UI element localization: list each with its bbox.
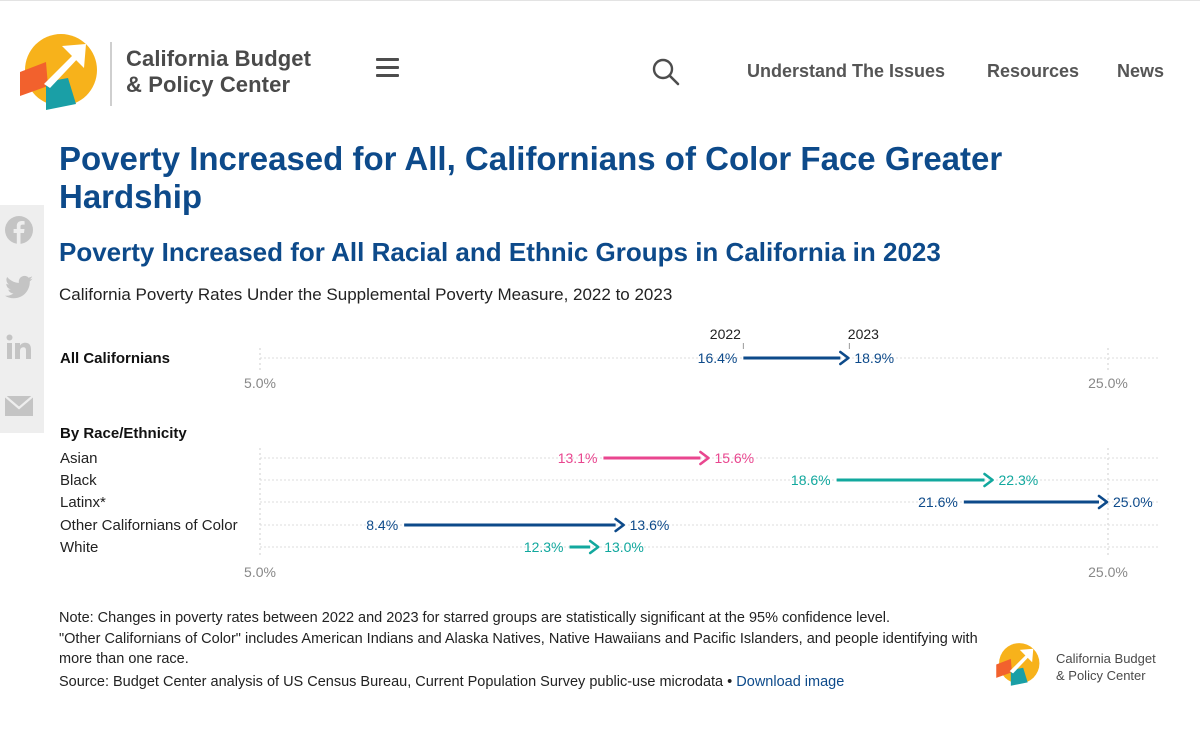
end-value-label-4: 13.6% — [630, 517, 670, 533]
row-label-3: Other Californians of Color — [60, 517, 238, 534]
nav-news[interactable]: News — [1117, 61, 1165, 81]
logo-teal-shape — [46, 78, 76, 110]
legend-end-year: 2023 — [848, 326, 879, 342]
start-value-label-0: 16.4% — [698, 350, 738, 366]
top-border — [0, 0, 1200, 5]
row-label-2: Latinx* — [60, 494, 106, 511]
linkedin-icon[interactable] — [4, 332, 34, 362]
row-label-0: Asian — [60, 450, 98, 467]
dumbbell-arrowhead-3 — [1097, 494, 1109, 510]
end-value-label-0: 18.9% — [854, 350, 894, 366]
footer-brand-line2: & Policy Center — [1056, 668, 1146, 683]
nav-understand-the-issues[interactable]: Understand The Issues — [747, 61, 946, 81]
start-value-label-5: 12.3% — [524, 539, 564, 555]
footer-logo-orange-shape — [996, 658, 1012, 678]
logo-icon[interactable] — [16, 32, 98, 114]
end-value-label-2: 22.3% — [999, 472, 1039, 488]
start-value-label-2: 18.6% — [791, 472, 831, 488]
start-value-label-3: 21.6% — [918, 494, 958, 510]
nav-resources[interactable]: Resources — [987, 61, 1080, 81]
brand-line1: California Budget — [126, 46, 312, 71]
hamburger-menu-icon[interactable] — [376, 58, 399, 78]
dumbbell-arrowhead-4 — [614, 517, 625, 533]
start-value-label-4: 8.4% — [366, 517, 398, 533]
source-text: Source: Budget Center analysis of US Cen… — [59, 674, 724, 690]
logo-divider — [110, 42, 112, 106]
chart-subtitle: California Poverty Rates Under the Suppl… — [59, 285, 673, 304]
start-value-label-1: 13.1% — [558, 450, 598, 466]
note-line2: "Other Californians of Color" includes A… — [59, 630, 978, 668]
footer-brand-line1: California Budget — [1056, 651, 1156, 666]
legend-start-year: 2022 — [710, 326, 741, 342]
note-line1: Note: Changes in poverty rates between 2… — [59, 610, 891, 626]
dumbbell-arrowhead-0 — [839, 350, 850, 366]
footer-logo-teal-shape — [1010, 667, 1028, 686]
end-value-label-3: 25.0% — [1113, 494, 1153, 510]
top-tick-label-max: 25.0% — [1088, 375, 1128, 391]
logo-arrow-head — [62, 44, 86, 68]
chart-title: Poverty Increased for All Racial and Eth… — [59, 237, 941, 267]
end-value-label-1: 15.6% — [714, 450, 754, 466]
brand-line2: & Policy Center — [126, 72, 291, 97]
row-label-4: White — [60, 539, 98, 556]
dumbbell-arrowhead-1 — [699, 450, 710, 466]
article-title: Poverty Increased for All, Californians … — [59, 140, 1003, 215]
row-label-1: Black — [60, 472, 97, 489]
footer-logo-icon[interactable] — [994, 642, 1040, 688]
top-tick-label-min: 5.0% — [244, 375, 276, 391]
logo-arrow-shaft — [44, 50, 82, 88]
download-image-link[interactable]: Download image — [736, 674, 845, 690]
email-icon[interactable] — [4, 391, 34, 421]
search-icon[interactable] — [652, 58, 680, 86]
row-label-all-californians: All Californians — [60, 350, 170, 367]
logo-orange-shape — [20, 62, 48, 96]
source-separator: • — [727, 674, 733, 690]
twitter-icon[interactable] — [4, 272, 34, 302]
footer-brand: California Budget & Policy Center — [1056, 650, 1156, 684]
dumbbell-chart: 5.0% 25.0% All Californians 2022 2023 16.4% 18… — [60, 326, 1158, 580]
bottom-tick-label-min: 5.0% — [244, 564, 276, 580]
chart-source: Source: Budget Center analysis of US Cen… — [59, 674, 844, 690]
share-sidebar — [0, 205, 44, 433]
bottom-tick-label-max: 25.0% — [1088, 564, 1128, 580]
brand-name[interactable]: California Budget & Policy Center — [126, 46, 311, 98]
end-value-label-5: 13.0% — [604, 539, 644, 555]
group-heading-race-ethnicity: By Race/Ethnicity — [60, 425, 187, 442]
facebook-icon[interactable] — [4, 215, 34, 245]
dumbbell-arrowhead-5 — [588, 539, 600, 555]
dumbbell-arrowhead-2 — [983, 472, 994, 488]
chart-notes: Note: Changes in poverty rates between 2… — [59, 608, 979, 670]
